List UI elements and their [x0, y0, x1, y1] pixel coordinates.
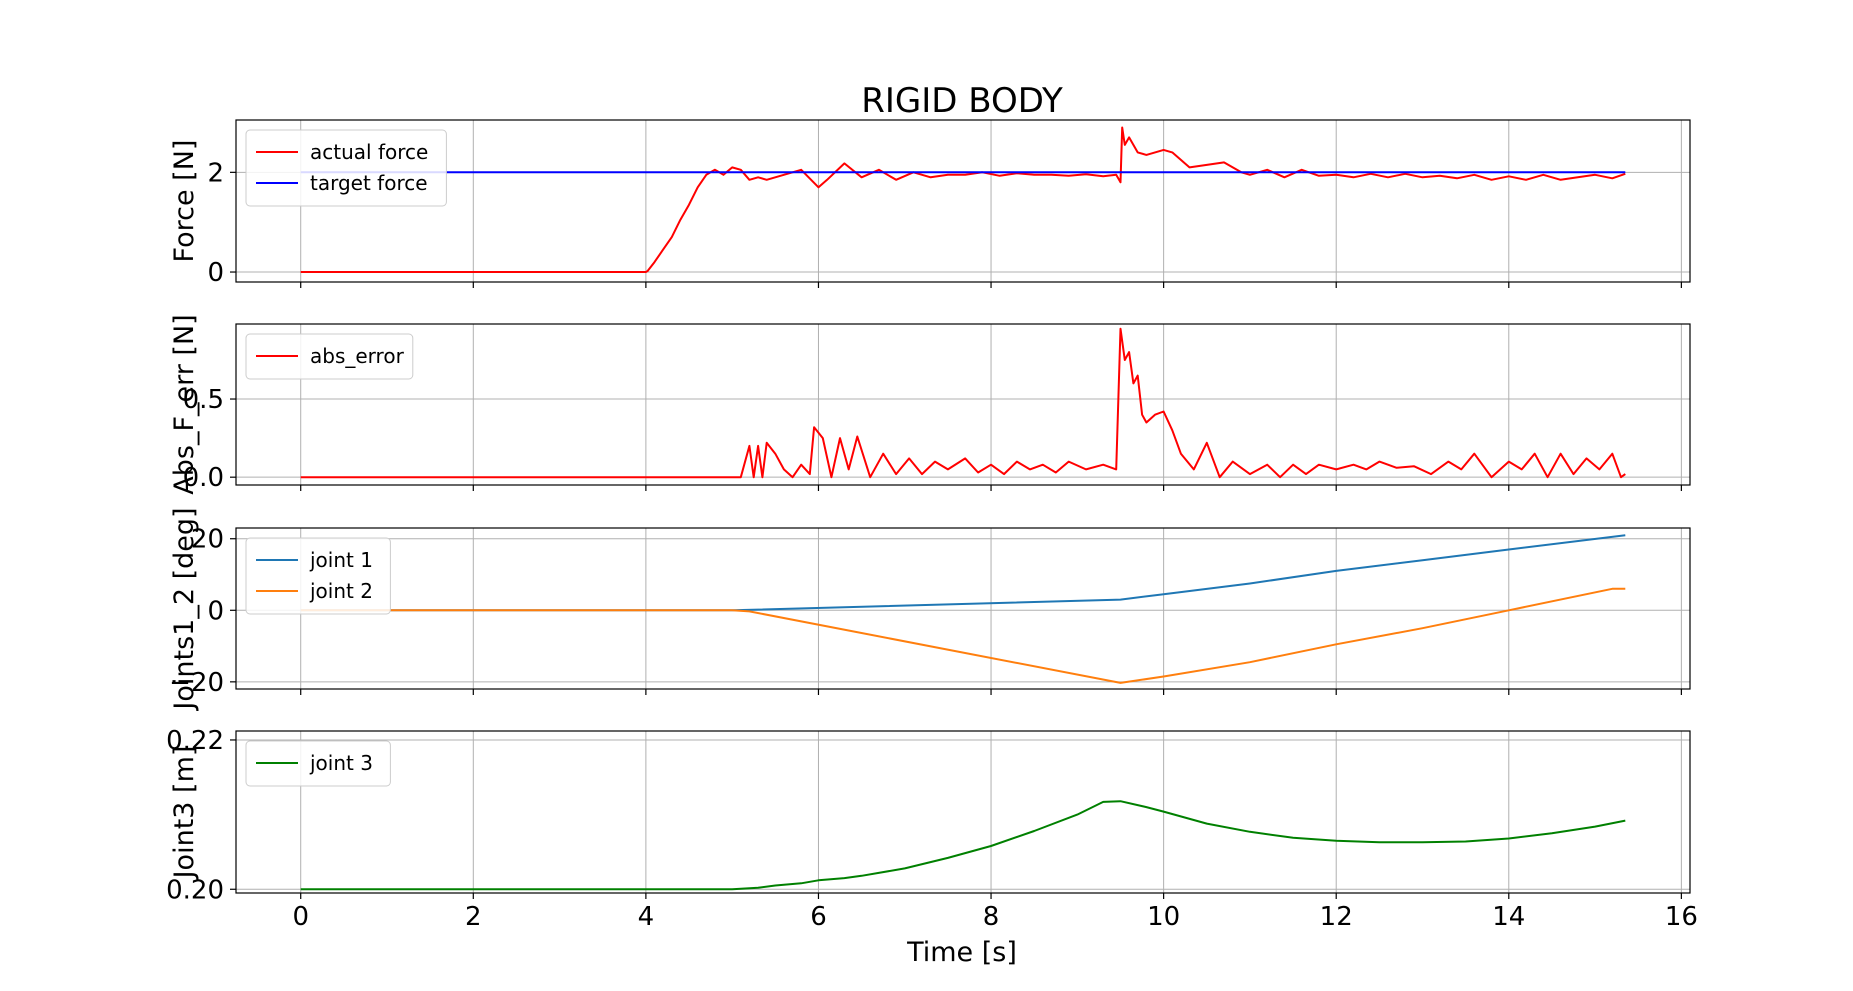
legend: abs_error — [245, 333, 414, 380]
y-tick-label: 0.5 — [183, 385, 224, 415]
x-tick-label: 10 — [1147, 902, 1180, 932]
x-tick-label: 12 — [1320, 902, 1353, 932]
x-tick-label: 2 — [465, 902, 482, 932]
axes-frame — [235, 527, 1691, 690]
axes-frame — [235, 730, 1691, 894]
y-axis-label: Joints1_2 [deg] — [169, 507, 200, 711]
y-tick-label: 2 — [207, 158, 224, 188]
x-axis-label: Time [s] — [906, 937, 1017, 968]
y-tick-label: 0.22 — [166, 726, 224, 756]
series-line-joint-3 — [300, 800, 1626, 891]
y-tick-label: 0.0 — [183, 463, 224, 493]
y-axis-label: Abs_F_err [N] — [169, 314, 200, 494]
y-tick-label: 20 — [191, 525, 224, 555]
legend: joint 3 — [245, 740, 391, 787]
series-line-joint-1 — [300, 534, 1626, 612]
series-line-abs_error — [300, 327, 1626, 479]
x-tick-label: 4 — [638, 902, 655, 932]
x-tick-label: 8 — [983, 902, 1000, 932]
series-line-joint-2 — [300, 587, 1626, 684]
legend-label: abs_error — [310, 344, 405, 368]
x-tick-label: 16 — [1665, 902, 1698, 932]
legend-label: target force — [310, 171, 428, 195]
legend-label: actual force — [310, 140, 428, 164]
y-tick-label: 0.20 — [166, 875, 224, 905]
axes-frame — [235, 323, 1691, 486]
legend-box — [245, 537, 391, 615]
x-tick-label: 14 — [1492, 902, 1525, 932]
legend-box — [245, 333, 414, 380]
x-tick-label: 6 — [810, 902, 827, 932]
y-tick-label: −20 — [169, 668, 224, 698]
legend-box — [245, 740, 391, 787]
y-axis-label: Force [N] — [169, 140, 200, 263]
legend-label: joint 3 — [309, 751, 373, 775]
legend-label: joint 2 — [309, 579, 373, 603]
series-line-actual-force — [300, 126, 1626, 273]
legend-box — [245, 129, 447, 207]
y-axis-label: Joint3 [m] — [169, 746, 200, 881]
x-tick-label: 0 — [292, 902, 309, 932]
y-tick-label: 0 — [207, 596, 224, 626]
legend: joint 1 joint 2 — [245, 537, 391, 615]
figure-title: RIGID BODY — [861, 81, 1063, 121]
legend-label: joint 1 — [309, 548, 373, 572]
legend: actual force target force — [245, 129, 447, 207]
axes-frame — [235, 119, 1691, 283]
y-tick-label: 0 — [207, 258, 224, 288]
